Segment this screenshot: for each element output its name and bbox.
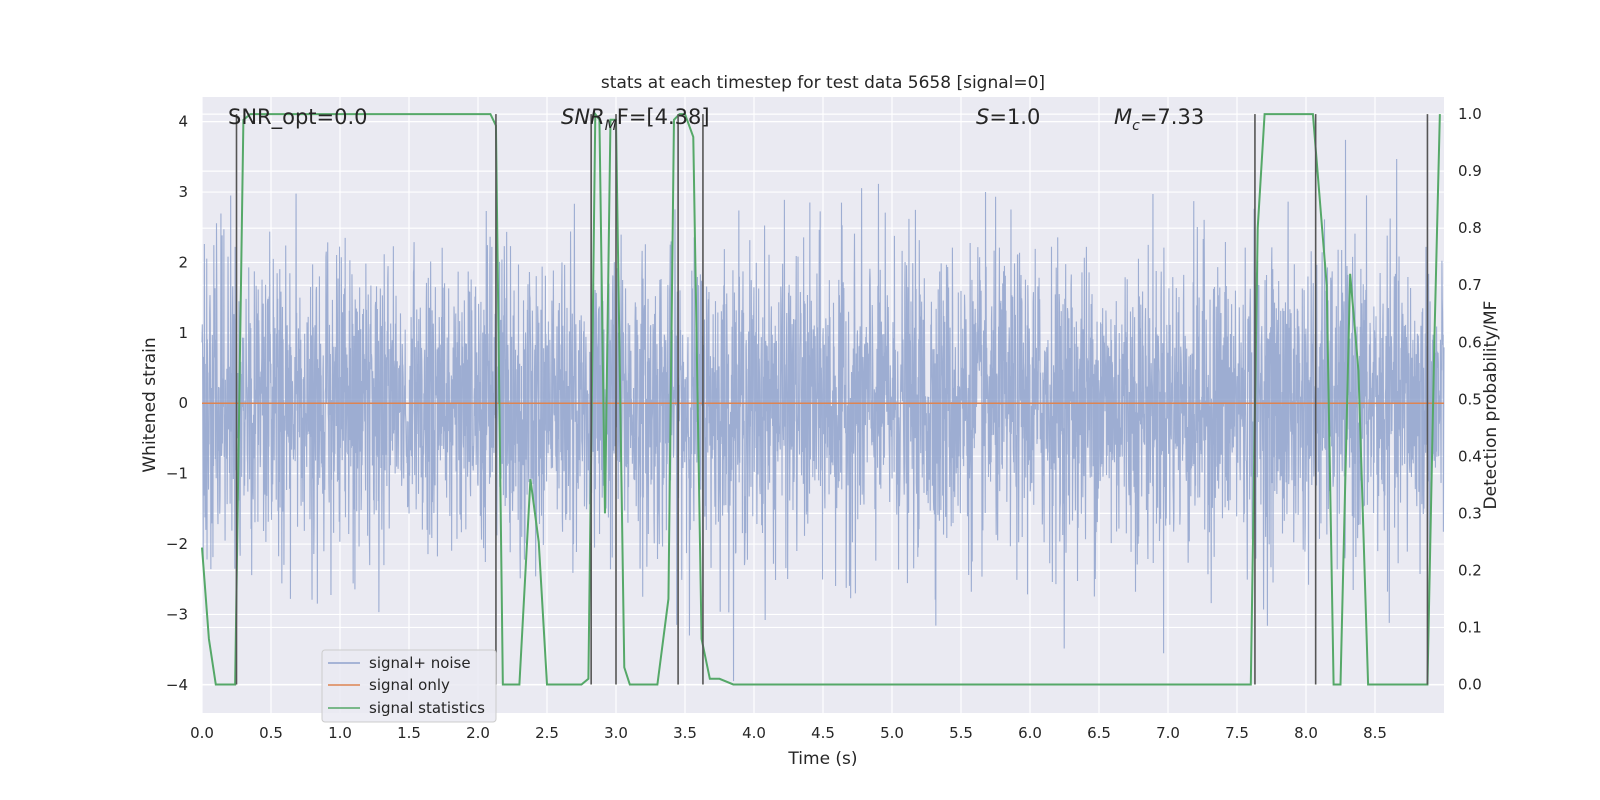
x-axis-ticks: 0.0 0.5 1.0 1.5 2.0 2.5 3.0 3.5 4.0 4.5 5.0 5.5 6.0 6… <box>190 724 1387 742</box>
y-left-tick-label: −4 <box>166 676 188 694</box>
y-left-tick-label: −3 <box>166 605 188 623</box>
y-right-tick-label: 0.4 <box>1458 447 1482 465</box>
x-tick-label: 6.0 <box>1018 724 1042 742</box>
legend-label-signal-noise: signal+ noise <box>369 654 471 672</box>
chart-title: stats at each timestep for test data 565… <box>601 73 1045 93</box>
y-right-tick-label: 0.7 <box>1458 276 1482 294</box>
y-axis-left-label: Whitened strain <box>140 337 160 472</box>
y-right-tick-label: 0.9 <box>1458 162 1482 180</box>
noise-series <box>201 139 1445 682</box>
y-left-tick-label: 4 <box>178 113 188 131</box>
legend-box <box>321 649 497 723</box>
x-tick-label: 0.0 <box>190 724 214 742</box>
y-left-tick-label: 0 <box>178 394 188 412</box>
y-right-tick-label: 0.1 <box>1458 618 1482 636</box>
y-left-axis-ticks: 4 3 2 1 0 −1 −2 −3 −4 <box>166 113 188 694</box>
y-right-tick-label: 0.6 <box>1458 333 1482 351</box>
x-tick-label: 2.5 <box>535 724 559 742</box>
x-tick-label: 1.5 <box>397 724 421 742</box>
annotation-snr-opt: SNR_opt=0.0 <box>228 105 368 130</box>
legend: signal+ noise signal only signal statist… <box>321 649 497 723</box>
x-tick-label: 2.0 <box>466 724 490 742</box>
x-tick-label: 7.0 <box>1156 724 1180 742</box>
x-axis-label: Time (s) <box>787 749 857 769</box>
x-tick-label: 6.5 <box>1087 724 1111 742</box>
y-right-tick-label: 0.5 <box>1458 390 1482 408</box>
x-tick-label: 1.0 <box>328 724 352 742</box>
legend-label-signal-statistics: signal statistics <box>369 699 485 717</box>
y-axis-right-label: Detection probability/MF <box>1481 301 1501 510</box>
x-tick-label: 8.5 <box>1363 724 1387 742</box>
x-tick-label: 5.5 <box>949 724 973 742</box>
annotation-s: S=1.0 <box>976 105 1040 129</box>
x-tick-label: 5.0 <box>880 724 904 742</box>
y-right-tick-label: 0.2 <box>1458 561 1482 579</box>
y-right-axis-ticks: 1.0 0.9 0.8 0.7 0.6 0.5 0.4 0.3 0.2 0.1 0.0 <box>1458 105 1482 693</box>
series-signal-noise <box>201 139 1445 682</box>
annotation-snr-mf: SNRMF=[4.38] <box>561 105 710 134</box>
x-tick-label: 3.5 <box>673 724 697 742</box>
x-tick-label: 0.5 <box>259 724 283 742</box>
vertical-markers <box>235 114 1429 685</box>
y-right-tick-label: 0.3 <box>1458 504 1482 522</box>
x-tick-label: 7.5 <box>1225 724 1249 742</box>
x-tick-label: 4.0 <box>742 724 766 742</box>
annotation-mc: Mc=7.33 <box>1114 105 1204 134</box>
y-left-tick-label: 3 <box>178 183 188 201</box>
y-right-tick-label: 0.8 <box>1458 219 1482 237</box>
series-signal-statistics <box>201 111 1441 686</box>
y-left-tick-label: −2 <box>166 535 188 553</box>
y-right-tick-label: 1.0 <box>1458 105 1482 123</box>
x-tick-label: 4.5 <box>811 724 835 742</box>
legend-label-signal-only: signal only <box>369 676 450 694</box>
x-tick-label: 8.0 <box>1294 724 1318 742</box>
y-left-tick-label: 1 <box>178 324 188 342</box>
y-left-tick-label: −1 <box>166 465 188 483</box>
line-series <box>201 111 1444 686</box>
y-left-tick-label: 2 <box>178 253 188 271</box>
x-tick-label: 3.0 <box>604 724 628 742</box>
y-right-tick-label: 0.0 <box>1458 675 1482 693</box>
